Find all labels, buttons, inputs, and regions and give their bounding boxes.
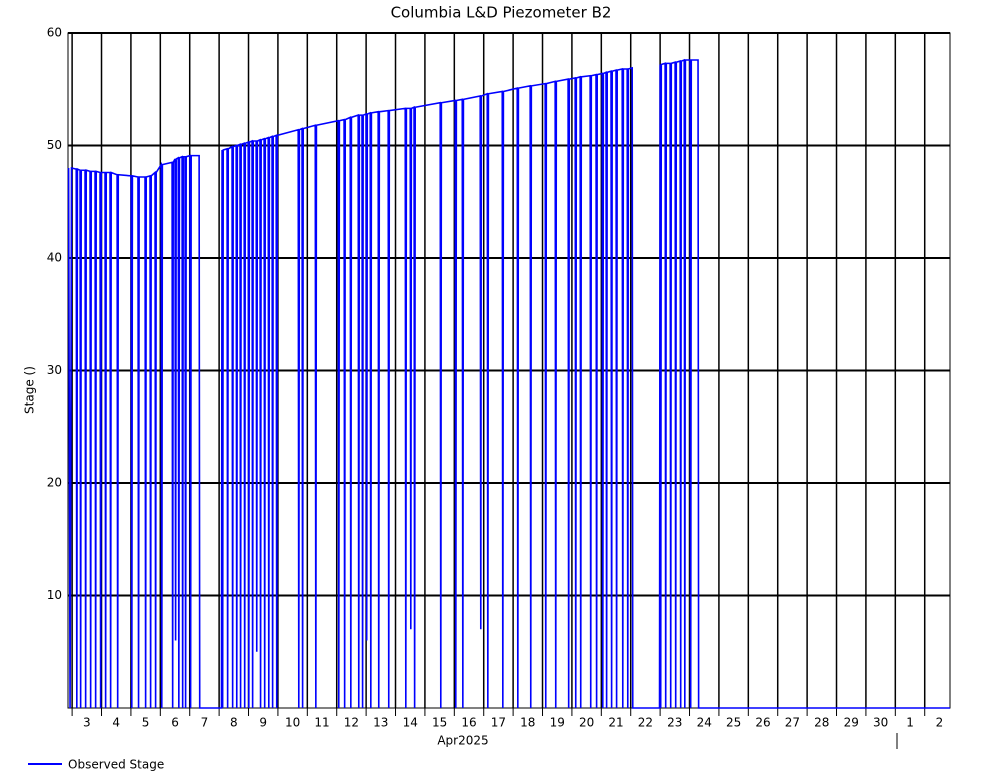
y-tick-label: 40 bbox=[47, 251, 62, 265]
legend-label: Observed Stage bbox=[68, 758, 164, 772]
x-tick-label: 27 bbox=[785, 716, 800, 730]
x-tick-label: 3 bbox=[83, 716, 91, 730]
data-line bbox=[67, 58, 950, 709]
x-tick-label: 23 bbox=[667, 716, 682, 730]
x-tick-label: 24 bbox=[697, 716, 712, 730]
x-tick-label: 25 bbox=[726, 716, 741, 730]
x-tick-label: 12 bbox=[344, 716, 359, 730]
x-tick-label: 21 bbox=[608, 716, 623, 730]
x-tick-label: 4 bbox=[112, 716, 120, 730]
y-tick-label: 20 bbox=[47, 476, 62, 490]
x-tick-label: 13 bbox=[373, 716, 388, 730]
x-tick-label: 1 bbox=[906, 716, 914, 730]
x-tick-label: 2 bbox=[936, 716, 944, 730]
x-tick-label: 5 bbox=[142, 716, 150, 730]
x-tick-label: 29 bbox=[844, 716, 859, 730]
y-tick-label: 30 bbox=[47, 363, 62, 377]
x-tick-label: 19 bbox=[550, 716, 565, 730]
x-tick-label: 9 bbox=[259, 716, 267, 730]
x-tick-label: 30 bbox=[873, 716, 888, 730]
x-tick-label: 11 bbox=[314, 716, 329, 730]
x-tick-label: 6 bbox=[171, 716, 179, 730]
y-tick-label: 50 bbox=[47, 138, 62, 152]
x-tick-label: 18 bbox=[520, 716, 535, 730]
x-tick-label: 26 bbox=[755, 716, 770, 730]
plot-frame bbox=[67, 32, 951, 709]
x-tick-label: 15 bbox=[432, 716, 447, 730]
x-tick-label: 22 bbox=[638, 716, 653, 730]
chart-title: Columbia L&D Piezometer B2 bbox=[391, 4, 612, 22]
x-tick-label: 8 bbox=[230, 716, 238, 730]
x-tick-label: 7 bbox=[201, 716, 209, 730]
x-tick-label: 17 bbox=[491, 716, 506, 730]
x-tick-label: 14 bbox=[403, 716, 418, 730]
x-axis-label: Apr2025 bbox=[437, 734, 488, 748]
x-tick-label: 20 bbox=[579, 716, 594, 730]
y-tick-label: 10 bbox=[47, 588, 62, 602]
y-axis-label: Stage () bbox=[23, 366, 37, 414]
x-tick-label: 28 bbox=[814, 716, 829, 730]
y-tick-label: 60 bbox=[47, 26, 62, 40]
x-tick-label: 10 bbox=[285, 716, 300, 730]
x-tick-label: 16 bbox=[461, 716, 476, 730]
